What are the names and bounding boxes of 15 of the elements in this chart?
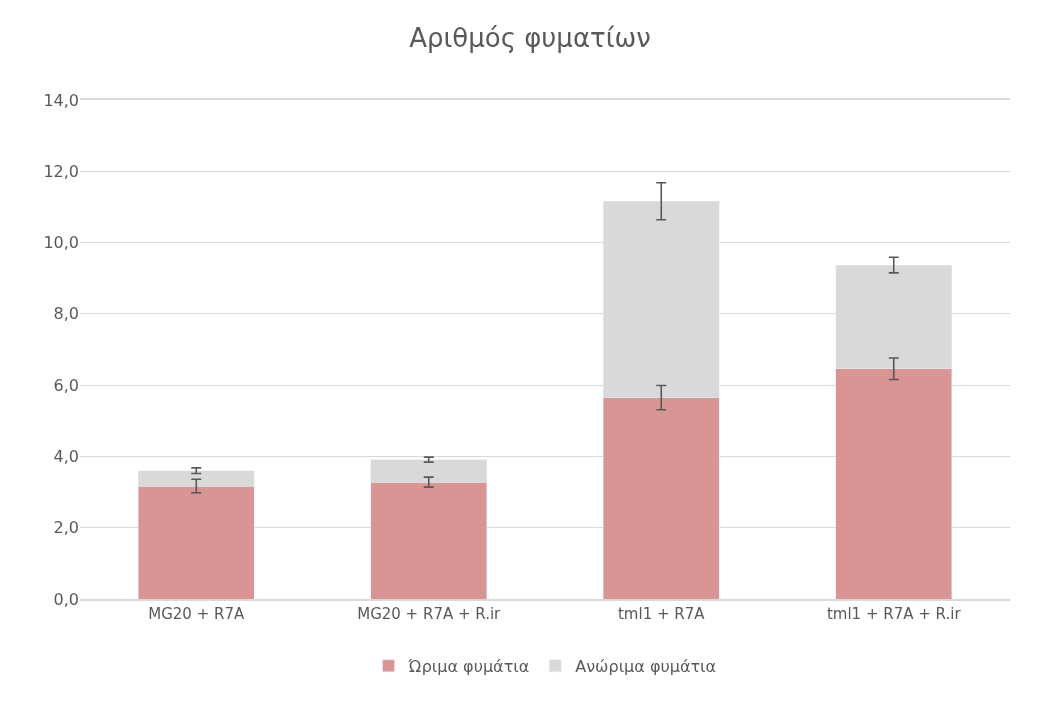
x-tick-label: MG20 + R7A + R.ir: [357, 604, 502, 623]
y-tick-label: 8,0: [53, 304, 79, 324]
y-tick-label: 2,0: [53, 518, 79, 538]
y-tick-label: 12,0: [43, 161, 79, 181]
chart-title: Αριθμός φυματίων: [409, 22, 651, 53]
y-tick-label: 10,0: [43, 233, 79, 253]
y-tick-label: 0,0: [53, 589, 79, 609]
y-tick-label: 4,0: [53, 447, 79, 467]
legend-label: Ανώριμα φυμάτια: [575, 657, 717, 677]
x-tick-label: tml1 + R7A + R.ir: [826, 604, 962, 623]
x-tick-label: MG20 + R7A: [148, 604, 245, 623]
legend-label: Ώριμα φυμάτια: [407, 657, 530, 677]
y-tick-label: 14,0: [43, 90, 79, 110]
x-tick-label: tml1 + R7A: [617, 604, 706, 623]
y-tick-label: 6,0: [53, 375, 79, 395]
